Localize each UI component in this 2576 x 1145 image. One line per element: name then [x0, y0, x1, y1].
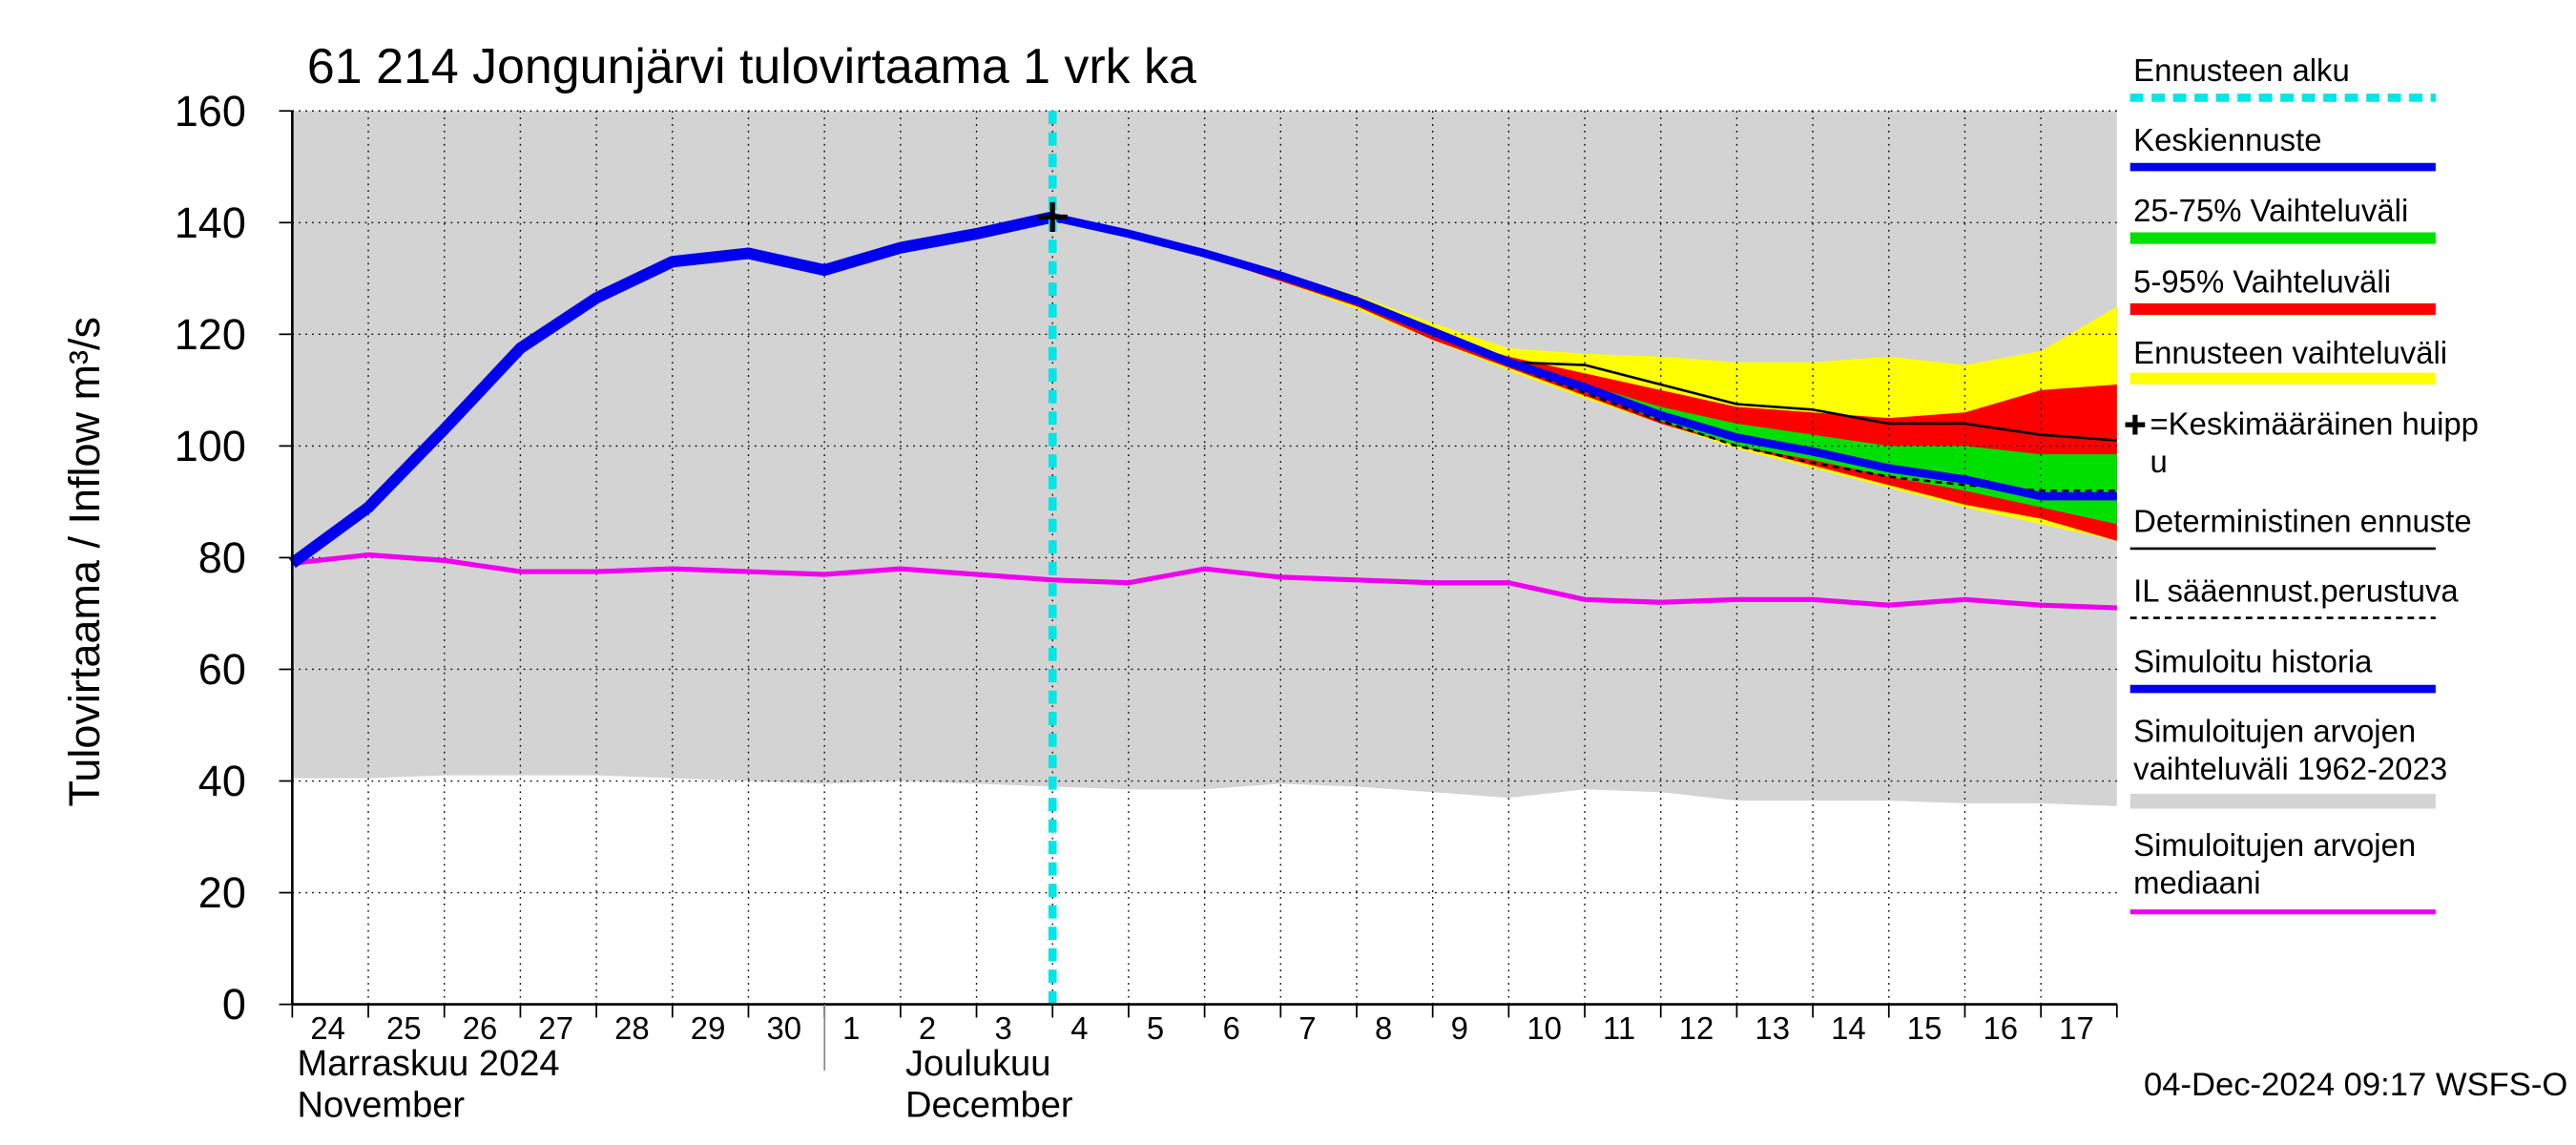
y-tick-label: 60 [198, 645, 246, 694]
x-tick-label: 13 [1755, 1010, 1790, 1046]
x-tick-label: 17 [2059, 1010, 2094, 1046]
x-tick-label: 12 [1679, 1010, 1714, 1046]
x-tick-label: 28 [614, 1010, 650, 1046]
month-label: November [298, 1085, 466, 1125]
legend-label: Ennusteen vaihteluväli [2133, 335, 2447, 370]
text-line: u [2150, 444, 2167, 479]
text-line: mediaani [2133, 864, 2260, 900]
x-tick-label: 6 [1223, 1010, 1240, 1046]
legend-label: Deterministinen ennuste [2133, 504, 2472, 539]
y-axis-label: Tulovirtaama / Inflow m³/s [60, 317, 109, 806]
x-tick-label: 25 [386, 1010, 422, 1046]
legend-peak-marker [2125, 414, 2146, 435]
x-tick-label: 15 [1907, 1010, 1942, 1046]
y-tick-label: 0 [222, 980, 246, 1029]
x-tick-label: 30 [767, 1010, 802, 1046]
y-tick-label: 40 [198, 757, 246, 805]
month-label: December [905, 1085, 1073, 1125]
legend-label: 25-75% Vaihteluväli [2133, 193, 2408, 228]
x-tick-label: 26 [463, 1010, 498, 1046]
text-line: Simuloitujen arvojen [2133, 713, 2416, 748]
month-label: Joulukuu [905, 1044, 1050, 1084]
text-line: vaihteluväli 1962-2023 [2133, 751, 2447, 786]
x-tick-label: 8 [1375, 1010, 1392, 1046]
line [1051, 213, 2117, 501]
legend-label: Simuloitujen arvojen mediaani [2133, 827, 2416, 900]
x-tick-label: 7 [1298, 1010, 1316, 1046]
legend-label: Keskiennuste [2133, 122, 2321, 157]
band [292, 111, 2117, 806]
footer: 04-Dec-2024 09:17 WSFS-O [2144, 1067, 2567, 1103]
text-line: =Keskimääräinen huipp [2150, 406, 2479, 441]
band [1052, 217, 2117, 525]
x-tick-label: 24 [310, 1010, 345, 1046]
x-tick-label: 4 [1070, 1010, 1088, 1046]
legend-label: 5-95% Vaihteluväli [2133, 264, 2391, 300]
line [292, 552, 2117, 611]
y-tick-label: 140 [175, 198, 246, 247]
x-tick-label: 11 [1603, 1010, 1635, 1046]
legend-label: =Keskimääräinen huipp u [2150, 406, 2479, 478]
legend-label: Simuloitu historia [2133, 644, 2373, 679]
text-line: Simuloitujen arvojen [2133, 827, 2416, 863]
legend-label: Simuloitujen arvojen vaihteluväli 1962-20… [2133, 713, 2447, 785]
y-tick-label: 20 [198, 868, 246, 917]
month-label: Marraskuu 2024 [298, 1044, 560, 1084]
x-tick-label: 3 [995, 1010, 1012, 1046]
x-tick-label: 5 [1147, 1010, 1164, 1046]
y-tick-label: 120 [175, 310, 246, 359]
x-tick-label: 29 [691, 1010, 726, 1046]
chart-title: 61 214 Jongunjärvi tulovirtaama 1 vrk ka [307, 39, 1196, 94]
y-tick-label: 160 [175, 87, 246, 135]
x-tick-label: 10 [1527, 1010, 1562, 1046]
y-tick-label: 80 [198, 533, 246, 582]
x-tick-label: 16 [1984, 1010, 2019, 1046]
line [288, 211, 1054, 569]
x-tick-label: 27 [538, 1010, 573, 1046]
legend-label: IL sääennust.perustuva [2133, 572, 2459, 608]
line [1051, 216, 2117, 492]
y-tick-label: 100 [175, 422, 246, 470]
x-tick-label: 2 [919, 1010, 936, 1046]
x-tick-label: 1 [842, 1010, 860, 1046]
x-tick-label: 14 [1831, 1010, 1866, 1046]
x-tick-label: 9 [1451, 1010, 1468, 1046]
peak-marker [1037, 201, 1068, 233]
legend-label: Ennusteen alku [2133, 52, 2350, 88]
